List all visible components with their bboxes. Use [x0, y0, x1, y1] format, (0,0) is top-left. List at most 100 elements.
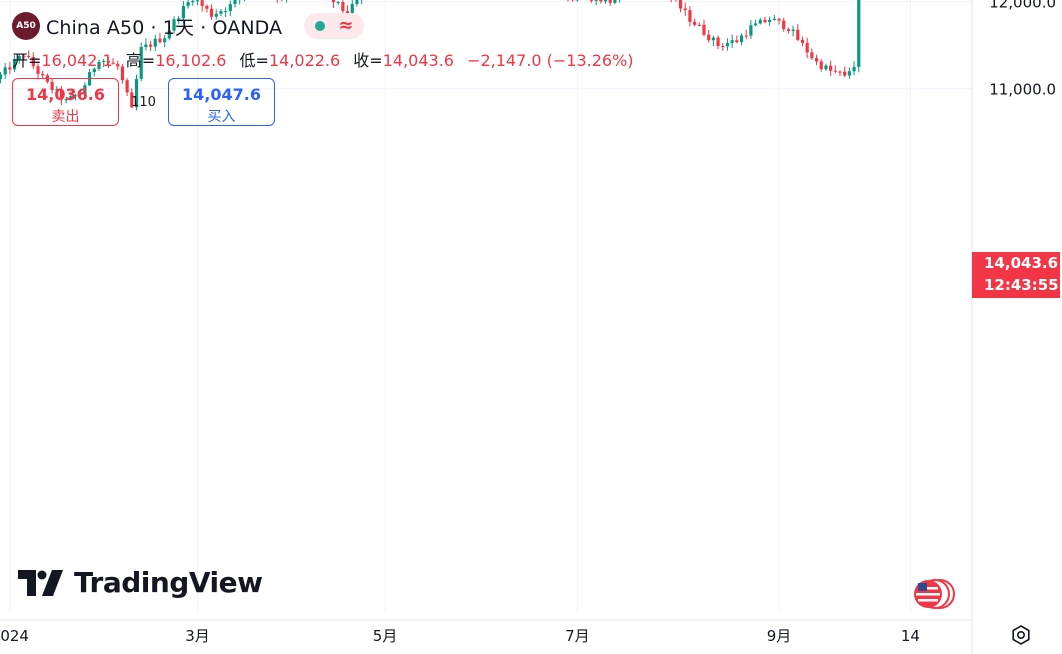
candle-body — [608, 0, 612, 3]
candle-body — [852, 66, 856, 72]
candle-body — [589, 0, 594, 1]
last-price-value: 14,043.6 — [984, 254, 1059, 272]
candle-body — [857, 0, 861, 67]
candle-up — [594, 0, 598, 6]
candle-down — [721, 43, 725, 51]
open-label: 开= — [12, 51, 42, 70]
candle-body — [92, 68, 96, 73]
candle-up — [3, 62, 7, 79]
low-value: 14,022.6 — [268, 51, 341, 70]
candle-up — [64, 96, 68, 104]
symbol-legend: A50 China A50 · 1天 · OANDA ≈ 开=16,042.1 … — [12, 12, 642, 71]
candle-body — [148, 44, 153, 47]
candle-body — [678, 0, 683, 9]
symbol-logo[interactable]: A50 — [12, 12, 40, 40]
time-tick-label: 3月 — [185, 627, 210, 645]
ohlc-values: 开=16,042.1 高=16,102.6 低=14,022.6 收=14,04… — [12, 47, 642, 71]
candle-body — [27, 55, 31, 57]
candle-body — [125, 80, 129, 93]
candle-down — [111, 58, 115, 65]
candle-body — [36, 66, 40, 74]
candle-down — [31, 52, 35, 70]
candle-body — [228, 4, 232, 11]
candles — [0, 0, 861, 111]
candle-down — [608, 0, 612, 6]
time-tick-label: 14 — [901, 627, 920, 645]
sell-price: 14,036.6 — [26, 85, 105, 104]
candle-body — [796, 29, 800, 40]
candle-body — [847, 71, 851, 76]
candle-body — [195, 0, 200, 2]
candle-down — [331, 0, 336, 8]
candle-body — [594, 0, 598, 1]
candle-body — [810, 52, 814, 59]
quote-panel: 14,036.6 卖出 110 14,047.6 买入 — [12, 78, 275, 126]
candle-body — [106, 60, 110, 63]
sell-button[interactable]: 14,036.6 卖出 — [12, 78, 119, 126]
candle-body — [214, 13, 218, 17]
tradingview-logo[interactable]: TradingView — [18, 566, 263, 599]
buy-price: 14,047.6 — [182, 85, 261, 104]
candle-body — [233, 0, 237, 5]
candle-body — [707, 34, 711, 41]
candle-down — [833, 65, 837, 74]
us-flag-events-icon[interactable] — [912, 578, 956, 610]
candle-down — [707, 29, 711, 43]
candle-body — [64, 99, 68, 101]
candle-up — [224, 7, 228, 18]
candle-body — [721, 46, 725, 48]
candle-down — [688, 6, 692, 27]
candle-up — [214, 9, 218, 20]
tradingview-mark-icon — [18, 569, 63, 596]
candle-down — [693, 18, 697, 27]
candle-body — [31, 56, 35, 67]
last-price-tag: 14,043.6 12:43:55 — [972, 252, 1060, 298]
candle-down — [829, 60, 833, 76]
candle-up — [753, 19, 758, 27]
candle-body — [224, 10, 228, 12]
candle-up — [725, 38, 730, 51]
candle-body — [59, 89, 64, 100]
candle-down — [148, 40, 153, 52]
sell-label: 卖出 — [51, 109, 80, 125]
candle-up — [228, 0, 232, 17]
time-tick-label: 2024 — [0, 627, 29, 645]
candle-down — [209, 4, 214, 20]
candle-down — [683, 2, 687, 17]
candle-body — [167, 30, 171, 39]
price-axis[interactable]: 11,000.012,000.013,000.015,000.016,000.0… — [989, 0, 1056, 99]
candle-up — [186, 0, 190, 9]
candle-body — [186, 2, 190, 7]
low-label: 低= — [239, 51, 269, 70]
candle-up — [619, 0, 621, 3]
candle-up — [153, 34, 157, 52]
candle-down — [777, 17, 781, 25]
candle-body — [134, 78, 139, 108]
status-wave-icon: ≈ — [338, 15, 354, 36]
candle-up — [847, 67, 851, 79]
time-tick-label: 7月 — [565, 627, 590, 645]
candle-down — [675, 0, 677, 2]
candle-down — [276, 0, 278, 3]
candle-body — [753, 23, 758, 26]
candle-up — [772, 15, 776, 21]
candle-up — [613, 0, 617, 4]
candle-body — [744, 35, 748, 37]
candle-up — [83, 82, 87, 97]
candle-down — [782, 17, 786, 32]
candle-down — [125, 78, 129, 96]
market-status-pill[interactable]: ≈ — [304, 13, 365, 39]
buy-button[interactable]: 14,047.6 买入 — [168, 78, 275, 126]
time-axis[interactable]: 2024 3月 5月 7月 9月 14 — [0, 627, 920, 645]
candle-up — [97, 59, 101, 72]
candle-body — [8, 67, 12, 70]
candle-down — [116, 60, 120, 70]
candle-body — [350, 4, 354, 17]
settings-gear-icon[interactable] — [1010, 624, 1032, 646]
candle-body — [3, 67, 7, 75]
candle-up — [286, 0, 288, 3]
symbol-title[interactable]: China A50 · 1天 · OANDA — [46, 16, 283, 39]
candle-body — [613, 0, 617, 3]
candle-body — [791, 29, 795, 31]
